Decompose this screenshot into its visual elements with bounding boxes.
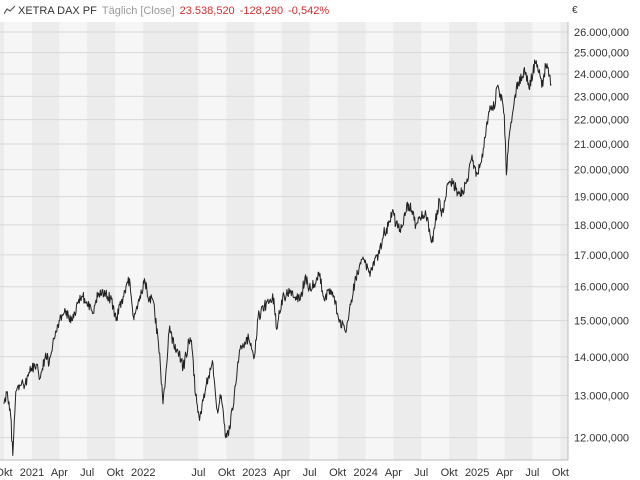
y-tick-label: 16.000,000 [574,282,629,294]
x-tick-label: 2025 [465,467,489,479]
interval-label[interactable]: Täglich [Close] [101,5,175,17]
x-tick-label: Apr [385,467,402,479]
time-band [281,22,310,460]
horizontal-gridlines [0,22,569,461]
y-axis-labels: 12.000,000 13.000,000 14.000,000 15.000,000… [574,27,629,445]
x-tick-label: 2023 [242,467,266,479]
time-bands [0,22,568,460]
x-tick-label: Jul [303,467,317,479]
x-tick-label: Okt [552,467,569,479]
time-band [337,22,366,460]
x-tick-label: Jul [80,467,94,479]
time-band [504,22,533,460]
chart-header: XETRA DAX PF Täglich [Close] 23.538,520 -12… [4,3,334,19]
time-band [393,22,422,460]
time-band [0,22,4,460]
series-line [3,59,552,456]
x-tick-label: Apr [51,467,68,479]
x-tick-label: Jul [191,467,205,479]
y-tick-label: 24.000,000 [574,69,629,81]
last-price: 23.538,520 [179,5,235,17]
time-band [143,22,199,460]
y-tick-label: 25.000,000 [574,48,629,60]
time-band [87,22,116,460]
x-tick-label: Okt [218,467,235,479]
y-tick-label: 13.000,000 [574,391,629,403]
x-tick-label: Jul [414,467,428,479]
instrument-name: XETRA DAX PF [18,5,97,17]
x-tick-label: 2022 [131,467,155,479]
y-tick-label: 12.000,000 [574,433,629,445]
line-chart-icon [4,5,16,15]
y-tick-label: 14.000,000 [574,352,629,364]
x-tick-label: Apr [273,467,290,479]
x-tick-label: Apr [496,467,513,479]
price-change: -128,290 [239,5,284,17]
y-tick-label: 17.000,000 [574,250,629,262]
currency-label: € [572,5,578,16]
y-tick-label: 15.000,000 [574,316,629,328]
time-band [560,22,568,460]
time-band [31,22,60,460]
time-band [449,22,478,460]
series-group [3,59,552,456]
x-axis-labels: Okt 2021 Apr Jul Okt 2022 Jul Okt 2023 Apr Jul Okt 2… [0,467,569,479]
x-tick-label: 2024 [353,467,377,479]
x-tick-label: Jul [525,467,539,479]
y-tick-label: 21.000,000 [574,139,629,151]
y-tick-label: 20.000,000 [574,165,629,177]
x-tick-label: Okt [329,467,346,479]
x-tick-label: Okt [0,467,13,479]
price-change-percent: -0,542% [288,5,330,17]
y-tick-label: 26.000,000 [574,27,629,39]
x-tick-label: 2021 [20,467,44,479]
time-band [226,22,255,460]
y-tick-label: 18.000,000 [574,220,629,232]
y-tick-label: 23.000,000 [574,91,629,103]
x-tick-label: Okt [441,467,458,479]
y-tick-label: 19.000,000 [574,192,629,204]
x-tick-label: Okt [107,467,124,479]
y-tick-label: 22.000,000 [574,115,629,127]
